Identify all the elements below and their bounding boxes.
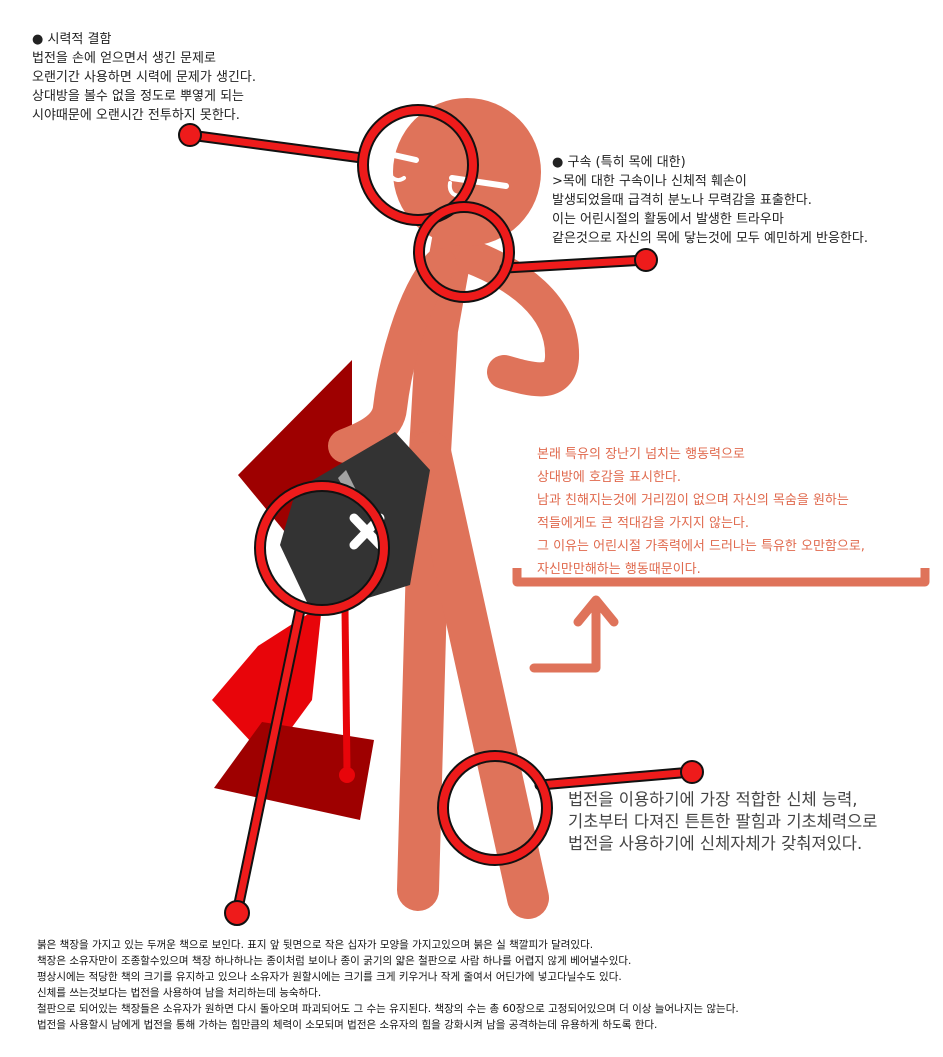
note-line: 기초부터 다져진 튼튼한 팔힘과 기초체력으로 — [568, 812, 878, 831]
note-line: 오랜기간 사용하면 시력에 문제가 생긴다. — [32, 70, 256, 85]
note-line: 본래 특유의 장난기 넘치는 행동력으로 — [537, 447, 745, 462]
note-line: 법전을 이용하기에 가장 적합한 신체 능력, — [568, 790, 858, 809]
note-line: 시야때문에 오랜시간 전투하지 못한다. — [32, 108, 240, 123]
note-line: 자신만만해하는 행동때문이다. — [537, 562, 701, 577]
bullet-icon: ● — [32, 32, 44, 47]
magnifier-body — [437, 750, 704, 866]
note-line: 철판으로 되어있는 책장들은 소유자가 원하면 다시 돌아오며 파괴되어도 그 … — [37, 1003, 739, 1015]
personality-bracket — [512, 568, 930, 587]
note-title: 시력적 결함 — [47, 32, 112, 47]
note-line: 신체를 쓰는것보다는 법전을 사용하여 남을 처리하는데 능숙하다. — [37, 987, 322, 999]
book — [280, 432, 430, 783]
note-line: 책장은 소유자만이 조종할수있으며 책장 하나하나는 종이처럼 보이나 종이 굵… — [37, 955, 632, 967]
note-line: 발생되었을때 급격히 분노나 무력감을 표출한다. — [552, 193, 812, 208]
note-title-line: ● 시력적 결함 — [32, 30, 256, 49]
stick-figure — [328, 219, 579, 919]
bookmark-ribbon — [341, 609, 351, 771]
note-line: 같은것으로 자신의 목에 닿는것에 모두 예민하게 반응한다. — [552, 231, 868, 246]
note-law-book: 붉은 책장을 가지고 있는 두꺼운 책으로 보인다. 표지 앞 뒷면으로 작은 … — [37, 937, 739, 1033]
note-line: 상대방에 호감을 표시한다. — [537, 470, 681, 485]
note-line: >목에 대한 구속이나 신체적 훼손이 — [552, 174, 747, 189]
arm-front-line — [328, 248, 457, 463]
note-personality: 본래 특유의 장난기 넘치는 행동력으로 상대방에 호감을 표시한다. 남과 친… — [537, 443, 865, 581]
note-vision-defect: ● 시력적 결함 법전을 손에 얻으면서 생긴 문제로 오랜기간 사용하면 시력… — [32, 30, 256, 125]
note-title: 구속 (특히 목에 대한) — [567, 155, 686, 170]
note-line: 법전을 사용하기에 신체자체가 갖춰져있다. — [568, 834, 863, 853]
note-line: 상대방을 볼수 없을 정도로 뿌옇게 되는 — [32, 89, 245, 104]
note-title-line: ● 구속 (특히 목에 대한) — [552, 153, 868, 172]
magnifier-book — [224, 480, 390, 926]
note-physical-ability: 법전을 이용하기에 가장 적합한 신체 능력, 기초부터 다져진 튼튼한 팔힘과… — [568, 789, 877, 855]
note-line: 이는 어린시절의 활동에서 발생한 트라우마 — [552, 212, 784, 227]
bullet-icon: ● — [552, 155, 564, 170]
magnifier-neck — [413, 201, 658, 303]
personality-arrow — [529, 595, 619, 673]
magnifier-eyes — [178, 104, 479, 226]
note-line: 법전을 손에 얻으면서 생긴 문제로 — [32, 51, 216, 66]
note-line: 붉은 책장을 가지고 있는 두꺼운 책으로 보인다. 표지 앞 뒷면으로 작은 … — [37, 939, 594, 951]
eyes — [377, 149, 509, 198]
floating-page-dark-bottom — [214, 722, 374, 820]
note-line: 그 이유는 어린시절 가족력에서 드러나는 특유한 오만함으로, — [537, 539, 865, 554]
note-restraint: ● 구속 (특히 목에 대한) >목에 대한 구속이나 신체적 훼손이 발생되었… — [552, 153, 868, 248]
note-line: 남과 친해지는것에 거리낌이 없으며 자신의 목숨을 원하는 — [537, 493, 849, 508]
note-line: 법전을 사용할시 남에게 법전을 통해 가하는 힘만큼의 체력이 소모되며 법전… — [37, 1019, 658, 1031]
right-leg-line — [409, 431, 549, 919]
note-line: 적들에게도 큰 적대감을 가지지 않는다. — [537, 516, 750, 531]
note-line: 평상시에는 적당한 책의 크기를 유지하고 있으나 소유자가 원할시에는 크기를… — [37, 971, 622, 983]
